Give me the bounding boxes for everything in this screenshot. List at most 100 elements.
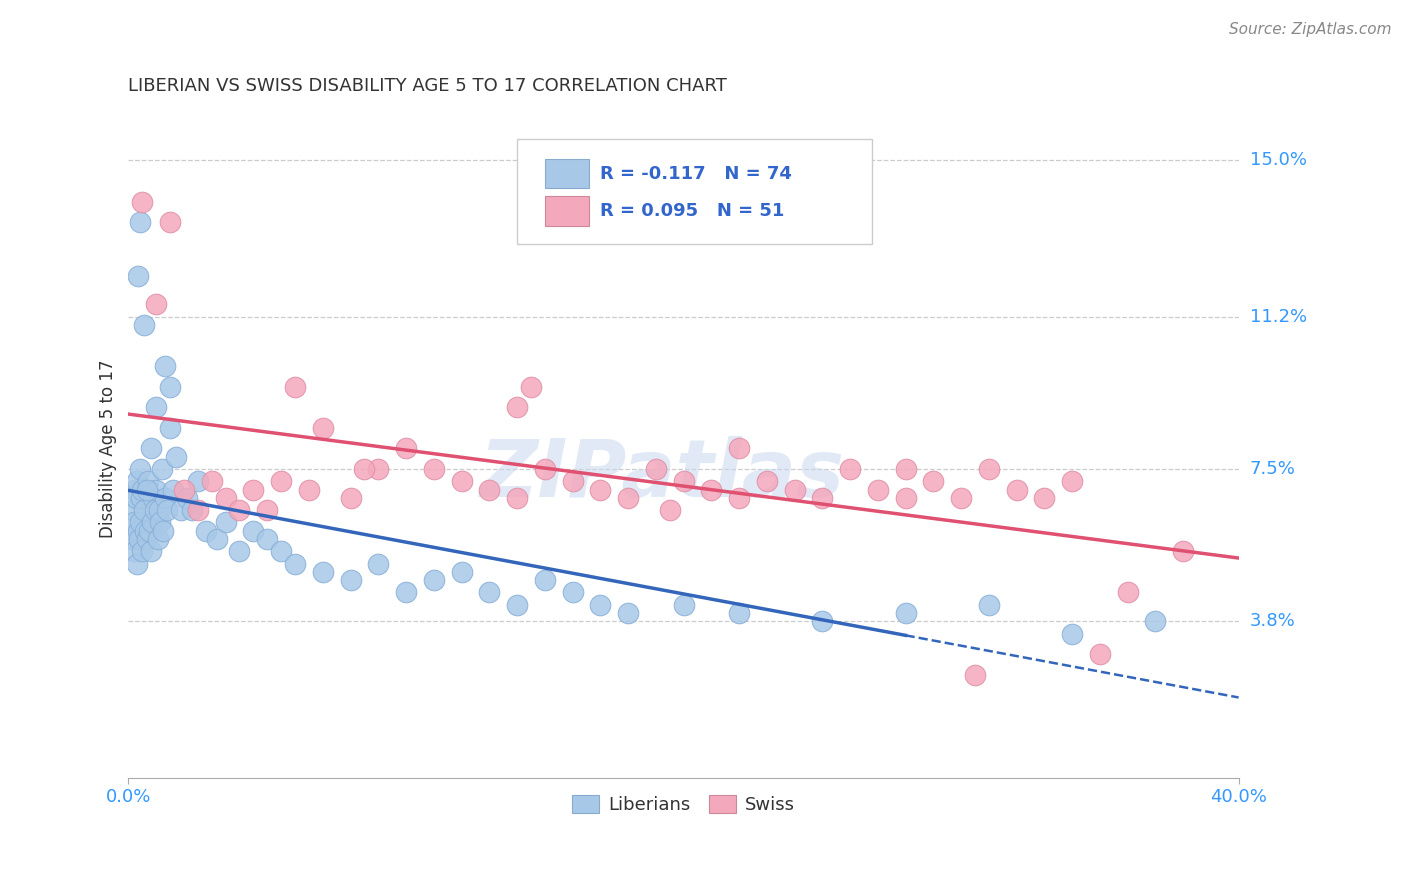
Point (589, 598, 612, 612)
Point (125, 491, 148, 505)
Point (145, 297, 167, 311)
Point (270, 544, 292, 558)
Point (159, 215, 181, 229)
Point (242, 524, 264, 538)
Point (478, 483, 501, 497)
Text: 3.8%: 3.8% (1250, 612, 1295, 631)
Text: 11.2%: 11.2% (1250, 308, 1306, 326)
Point (450, 565, 472, 579)
Point (139, 442, 162, 456)
Point (128, 532, 150, 546)
Point (1062, 626, 1084, 640)
Point (153, 359, 176, 373)
Point (977, 598, 1000, 612)
Point (367, 462, 389, 476)
Point (127, 524, 149, 538)
Point (395, 442, 418, 456)
Text: R = 0.095   N = 51: R = 0.095 N = 51 (600, 202, 785, 220)
Point (127, 268, 149, 283)
Point (1171, 544, 1194, 558)
Point (125, 475, 148, 489)
Bar (544, 196, 589, 226)
Point (866, 483, 889, 497)
Point (162, 483, 184, 497)
Text: R = -0.117   N = 74: R = -0.117 N = 74 (600, 165, 792, 183)
Point (339, 573, 361, 587)
FancyBboxPatch shape (517, 139, 872, 244)
Point (1116, 585, 1139, 599)
Point (950, 491, 973, 505)
Point (561, 475, 583, 489)
Point (256, 532, 278, 546)
Point (312, 565, 335, 579)
Point (242, 483, 264, 497)
Point (617, 606, 640, 620)
Point (145, 401, 167, 415)
Point (176, 491, 198, 505)
Point (187, 503, 209, 517)
Y-axis label: Disability Age 5 to 17: Disability Age 5 to 17 (100, 359, 117, 538)
Point (122, 532, 145, 546)
Point (894, 491, 917, 505)
Point (367, 557, 389, 571)
Point (700, 483, 723, 497)
Point (128, 462, 150, 476)
Point (153, 491, 176, 505)
Point (450, 475, 472, 489)
Point (395, 585, 418, 599)
Point (284, 379, 307, 393)
Point (963, 667, 986, 681)
Text: 15.0%: 15.0% (1250, 152, 1306, 169)
Point (728, 442, 751, 456)
Point (214, 516, 236, 530)
Point (214, 491, 236, 505)
Point (561, 585, 583, 599)
Point (312, 421, 335, 435)
Point (136, 475, 159, 489)
Point (423, 573, 446, 587)
Point (478, 585, 501, 599)
Point (138, 524, 160, 538)
Point (149, 516, 172, 530)
Point (228, 503, 250, 517)
Point (298, 483, 321, 497)
Point (128, 215, 150, 229)
Point (1005, 483, 1028, 497)
Point (533, 573, 555, 587)
Point (132, 503, 155, 517)
Point (150, 462, 173, 476)
Legend: Liberians, Swiss: Liberians, Swiss (565, 788, 801, 822)
Point (755, 475, 778, 489)
Point (658, 503, 681, 517)
Point (146, 532, 169, 546)
Point (589, 483, 612, 497)
Point (181, 503, 204, 517)
Text: ZIPatlas: ZIPatlas (479, 435, 844, 514)
Point (1144, 614, 1167, 628)
Point (142, 491, 165, 505)
Point (207, 532, 229, 546)
Point (506, 598, 529, 612)
Point (339, 491, 361, 505)
Point (672, 475, 695, 489)
Point (131, 544, 153, 558)
Point (159, 421, 181, 435)
Point (977, 462, 1000, 476)
Point (122, 516, 145, 530)
Text: 7.5%: 7.5% (1250, 460, 1295, 478)
Point (121, 503, 143, 517)
Point (811, 491, 834, 505)
Point (195, 524, 218, 538)
Bar (544, 159, 589, 188)
Point (644, 462, 666, 476)
Point (148, 503, 170, 517)
Point (143, 503, 166, 517)
Point (170, 503, 193, 517)
Point (922, 475, 945, 489)
Text: Source: ZipAtlas.com: Source: ZipAtlas.com (1229, 22, 1392, 37)
Point (165, 450, 187, 464)
Point (129, 491, 152, 505)
Point (124, 544, 146, 558)
Point (672, 598, 695, 612)
Point (1062, 475, 1084, 489)
